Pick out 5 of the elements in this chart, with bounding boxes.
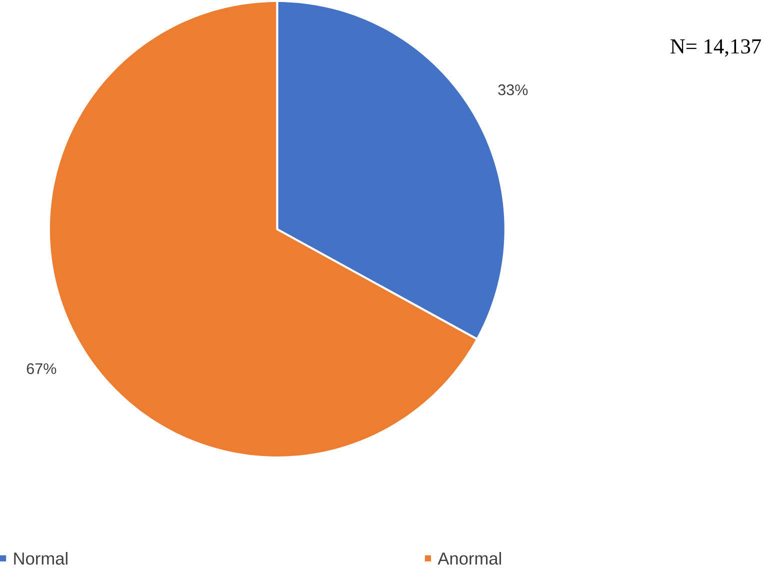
legend-label: Normal xyxy=(14,552,68,565)
data-label: 33% xyxy=(498,84,528,96)
text: N= 14,137 xyxy=(670,39,761,57)
legend-label: Anormal xyxy=(438,552,501,565)
data-label: 67% xyxy=(26,363,56,374)
